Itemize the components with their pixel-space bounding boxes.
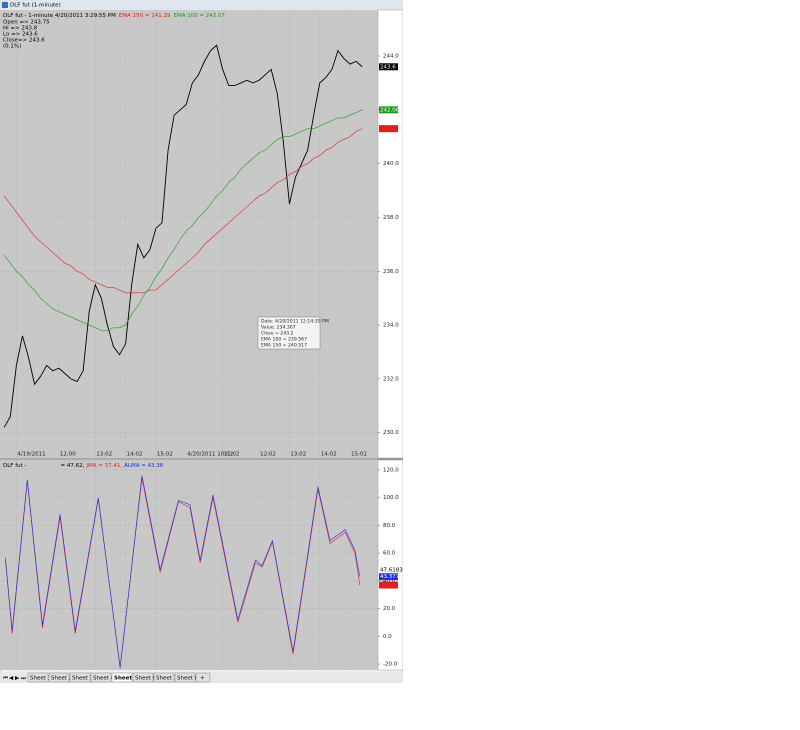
series-line [4,109,363,331]
x-tick-label: 13:02 [290,452,306,458]
nav-last[interactable]: ⏭ [21,676,26,682]
y-tick-label: 60.0 [383,551,396,557]
last-value-box [379,63,398,71]
tooltip-line: Close = 243.2 [261,331,294,337]
tooltip-line: EMA 100 = 239.567 [261,337,307,343]
sheet-tab-label[interactable]: Sheet 3 [72,676,94,682]
x-tick-label: 4/20/2011 10:02 [187,452,233,458]
y-tick-label: -20.0 [383,662,398,668]
last-value-box [379,125,398,133]
series-line [3,44,363,428]
y-tick-label: 120.0 [383,467,399,473]
y-tick-label: 240.0 [383,161,399,167]
oscillator-axis [377,459,403,671]
series-line [5,478,361,667]
nav-prev[interactable]: ◀ [9,676,14,682]
tooltip-box [257,316,321,350]
ohlc-line: (0.1%) [3,44,21,50]
price-axis [377,9,403,459]
sheet-tab[interactable] [48,672,70,683]
y-tick-label: 80.0 [383,523,396,529]
sheet-tab-label[interactable]: Sheet 2 [51,676,72,682]
title-bar [0,0,403,10]
x-tick-label: 12:02 [260,452,276,458]
ohlc-line: Close=> 243.6 [3,38,45,44]
price-pane [0,10,378,458]
ohlc-line: Open => 243.75 [3,20,50,26]
sheet-tab-label[interactable]: Sheet 5 [114,676,138,682]
last-value-box [379,106,398,114]
y-tick-label: 238.0 [383,215,399,221]
legend-entry: EMA 150 = 241.29 [119,13,171,19]
y-tick-label: 0.0 [383,634,392,640]
window-title: DLF fut (1-minute) [10,3,61,9]
x-tick-label: 12:00 [60,452,76,458]
new-tab-button[interactable] [195,672,211,683]
y-tick-label: 20.0 [383,606,396,612]
y-tick-label: 230.0 [383,430,399,436]
last-value-label: 43.3774 [380,574,403,580]
x-tick-label: 11:02 [224,452,240,458]
legend-value: = 47.62, [61,463,85,469]
sheet-tab[interactable] [153,672,175,683]
last-value-label: 243.6 [380,64,396,70]
ohlc-line: Lo => 243.6 [3,32,38,38]
series-line [4,128,363,294]
x-tick-label: 4/19/2011 [17,452,45,458]
sheet-tab-label[interactable]: Sheet 4 [93,676,115,682]
nav-first[interactable]: ⏮ [3,676,8,682]
new-tab-icon[interactable]: + [200,676,205,682]
legend-entry: JMA = 37.41, [85,463,122,469]
y-tick-label: 234.0 [383,323,399,329]
tooltip-line: Date: 4/20/2011 12:14:35 PM [261,319,329,325]
x-tick-label: 15:02 [351,452,367,458]
x-tick-label: 14:02 [127,452,143,458]
legend: DLF fut - = 47.62, JMA = 37.41, ALMA = 43.3… [3,463,164,469]
last-value-label: 242.067 [380,107,403,113]
x-tick-label: 15:02 [157,452,173,458]
tooltip-line: EMA 150 = 240.517 [261,343,307,349]
legend-header: DLF fut - 1-minute 4/20/2011 3:29:55 PM [3,13,116,19]
y-tick-label: 236.0 [383,269,399,275]
chart-window: DLF fut (1-minute) ⏮ ◀ ▶ ⏭ 230.0 232.0 234… [0,0,403,683]
sheet-tab[interactable] [174,672,196,683]
sheet-tab[interactable] [90,672,112,683]
oscillator-pane [0,460,378,670]
sheet-tab[interactable] [69,672,91,683]
sheet-tab[interactable] [132,672,154,683]
series-line [5,475,361,669]
last-value-box [379,581,398,589]
sheet-tab-label[interactable]: Sheet 8 [177,676,199,682]
y-tick-label: 232.0 [383,376,399,382]
sheet-tab-label[interactable]: Sheet 6 [135,676,157,682]
ohlc-line: Hi => 243.8 [3,26,38,32]
legend: DLF fut - 1-minute 4/20/2011 3:29:55 PM E… [3,13,226,19]
last-value-box [379,573,398,581]
sheet-tab-label[interactable]: Sheet 1 [30,676,51,682]
sheet-tab[interactable] [111,672,133,683]
tooltip-line: Value: 234.307 [261,325,296,331]
x-tick-label: 14:02 [321,452,337,458]
x-tick-label: 13:02 [96,452,112,458]
y-tick-label: 100.0 [383,495,399,501]
y-tick-label: 244.0 [383,54,399,60]
y-tick-label: 40.0 [383,578,396,584]
tab-nav: ⏮ ◀ ▶ ⏭ [3,676,26,682]
legend-entry: EMA 100 = 242.07 [173,13,225,19]
legend-entry: ALMA = 43.38 [124,463,164,469]
value-label: 47.6183 [380,568,403,574]
nav-next[interactable]: ▶ [15,676,20,682]
legend-header: DLF fut - [3,463,27,469]
sheet-tab[interactable] [27,672,49,683]
window-icon [2,2,8,8]
sheet-tab-label[interactable]: Sheet 7 [156,676,178,682]
